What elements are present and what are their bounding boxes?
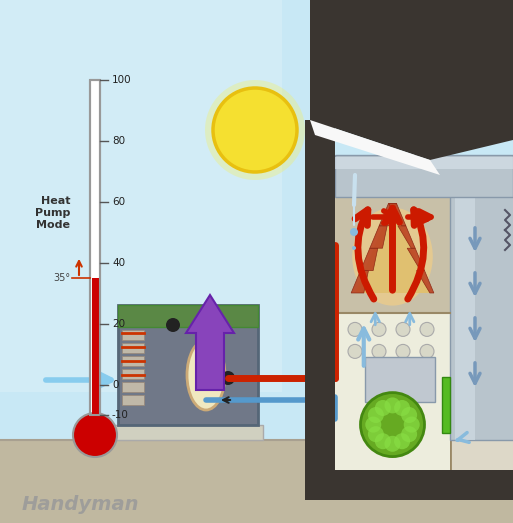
Polygon shape [379, 203, 397, 226]
Circle shape [348, 322, 362, 336]
Bar [122, 382, 144, 392]
Text: 60: 60 [112, 197, 125, 207]
Circle shape [368, 407, 384, 423]
Circle shape [375, 433, 391, 449]
Bar [122, 356, 144, 366]
Bar [90, 80, 100, 415]
Circle shape [401, 407, 417, 423]
Text: 100: 100 [112, 75, 132, 85]
Circle shape [385, 436, 401, 452]
Circle shape [375, 400, 391, 416]
Polygon shape [388, 203, 406, 226]
Circle shape [401, 426, 417, 442]
Bar [118, 305, 258, 425]
Circle shape [205, 80, 305, 180]
Text: 40: 40 [112, 258, 125, 268]
Circle shape [361, 393, 424, 457]
Polygon shape [355, 203, 430, 293]
Polygon shape [407, 248, 425, 270]
Circle shape [420, 322, 434, 336]
Bar [113, 425, 263, 440]
Bar [335, 155, 513, 470]
Text: -10: -10 [112, 410, 129, 420]
Bar [442, 377, 450, 433]
Circle shape [394, 433, 410, 449]
Circle shape [396, 322, 410, 336]
Bar [365, 357, 435, 402]
Bar [305, 470, 513, 500]
Text: 20: 20 [112, 319, 125, 328]
Polygon shape [310, 120, 440, 175]
Bar [122, 395, 144, 405]
Circle shape [365, 417, 381, 433]
Circle shape [394, 400, 410, 416]
Polygon shape [351, 270, 368, 293]
Bar [450, 195, 513, 440]
Bar [122, 330, 144, 340]
Polygon shape [398, 226, 415, 248]
Circle shape [352, 246, 356, 250]
Bar [91, 278, 98, 415]
Text: 0: 0 [112, 380, 119, 390]
Bar [335, 195, 450, 313]
Text: Heat
Pump
Mode: Heat Pump Mode [34, 196, 70, 230]
Bar [455, 195, 475, 440]
Circle shape [385, 397, 401, 413]
Circle shape [350, 228, 358, 236]
Bar [122, 343, 144, 353]
FancyArrow shape [186, 295, 234, 390]
Bar [0, 440, 513, 523]
Circle shape [396, 345, 410, 358]
Bar [335, 313, 450, 475]
Bar [0, 0, 282, 392]
Text: 80: 80 [112, 136, 125, 146]
Circle shape [372, 322, 386, 336]
Circle shape [73, 413, 117, 457]
Circle shape [368, 426, 384, 442]
Circle shape [166, 318, 180, 332]
Circle shape [221, 371, 235, 385]
Circle shape [348, 345, 362, 358]
Bar [335, 155, 513, 197]
Bar [305, 120, 335, 500]
Bar [90, 80, 100, 415]
Bar [335, 157, 513, 169]
Text: 35°: 35° [53, 273, 70, 283]
Bar [122, 369, 144, 379]
Text: Handyman: Handyman [22, 495, 140, 515]
Polygon shape [370, 226, 387, 248]
Polygon shape [310, 0, 513, 160]
Circle shape [213, 88, 297, 172]
Ellipse shape [352, 208, 433, 305]
Circle shape [420, 345, 434, 358]
Polygon shape [361, 248, 378, 270]
Bar [335, 195, 450, 475]
Circle shape [404, 417, 420, 433]
Polygon shape [417, 270, 434, 293]
Bar [118, 305, 258, 327]
Circle shape [372, 345, 386, 358]
Ellipse shape [187, 340, 225, 410]
